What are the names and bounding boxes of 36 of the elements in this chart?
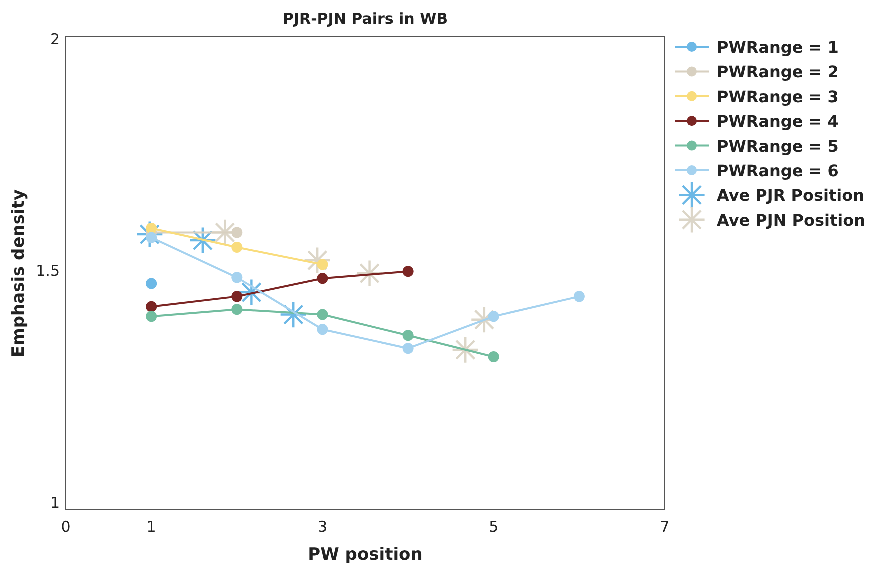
x-tick-label: 5 [489,518,499,536]
point [402,330,414,342]
legend-label: PWRange = 6 [717,162,839,180]
point [232,272,243,284]
point [488,311,500,322]
x-tick-label: 1 [146,518,156,536]
point [402,266,414,278]
x-tick-label: 3 [318,518,328,536]
legend-label: PWRange = 2 [717,62,839,82]
legend-label: Ave PJN Position [717,210,866,230]
x-tick-label: 7 [660,518,670,536]
y-tick-label: 1.5 [36,262,60,280]
x-tick-label: 0 [61,518,71,536]
point [146,311,158,322]
point [232,291,243,302]
point [574,291,585,302]
point [146,301,158,312]
y-axis-title: Emphasis density [9,189,29,358]
point [317,309,328,320]
point [146,278,158,290]
point [317,273,328,284]
point [402,343,414,354]
chart-title: PJR-PJN Pairs in WB [282,10,448,28]
legend-label: PWRange = 3 [717,87,839,106]
point [232,242,243,254]
legend-label: PWRange = 1 [717,38,839,57]
legend-label: Ave PJR Position [717,186,864,206]
point [317,324,328,336]
legend-label: PWRange = 5 [717,136,839,156]
legend-label: PWRange = 4 [717,112,839,132]
x-axis-title: PW position [308,545,423,565]
point [232,227,243,238]
point [232,304,243,316]
point [488,351,500,362]
y-tick-label: 1 [50,494,60,512]
y-tick-label: 2 [50,30,60,48]
